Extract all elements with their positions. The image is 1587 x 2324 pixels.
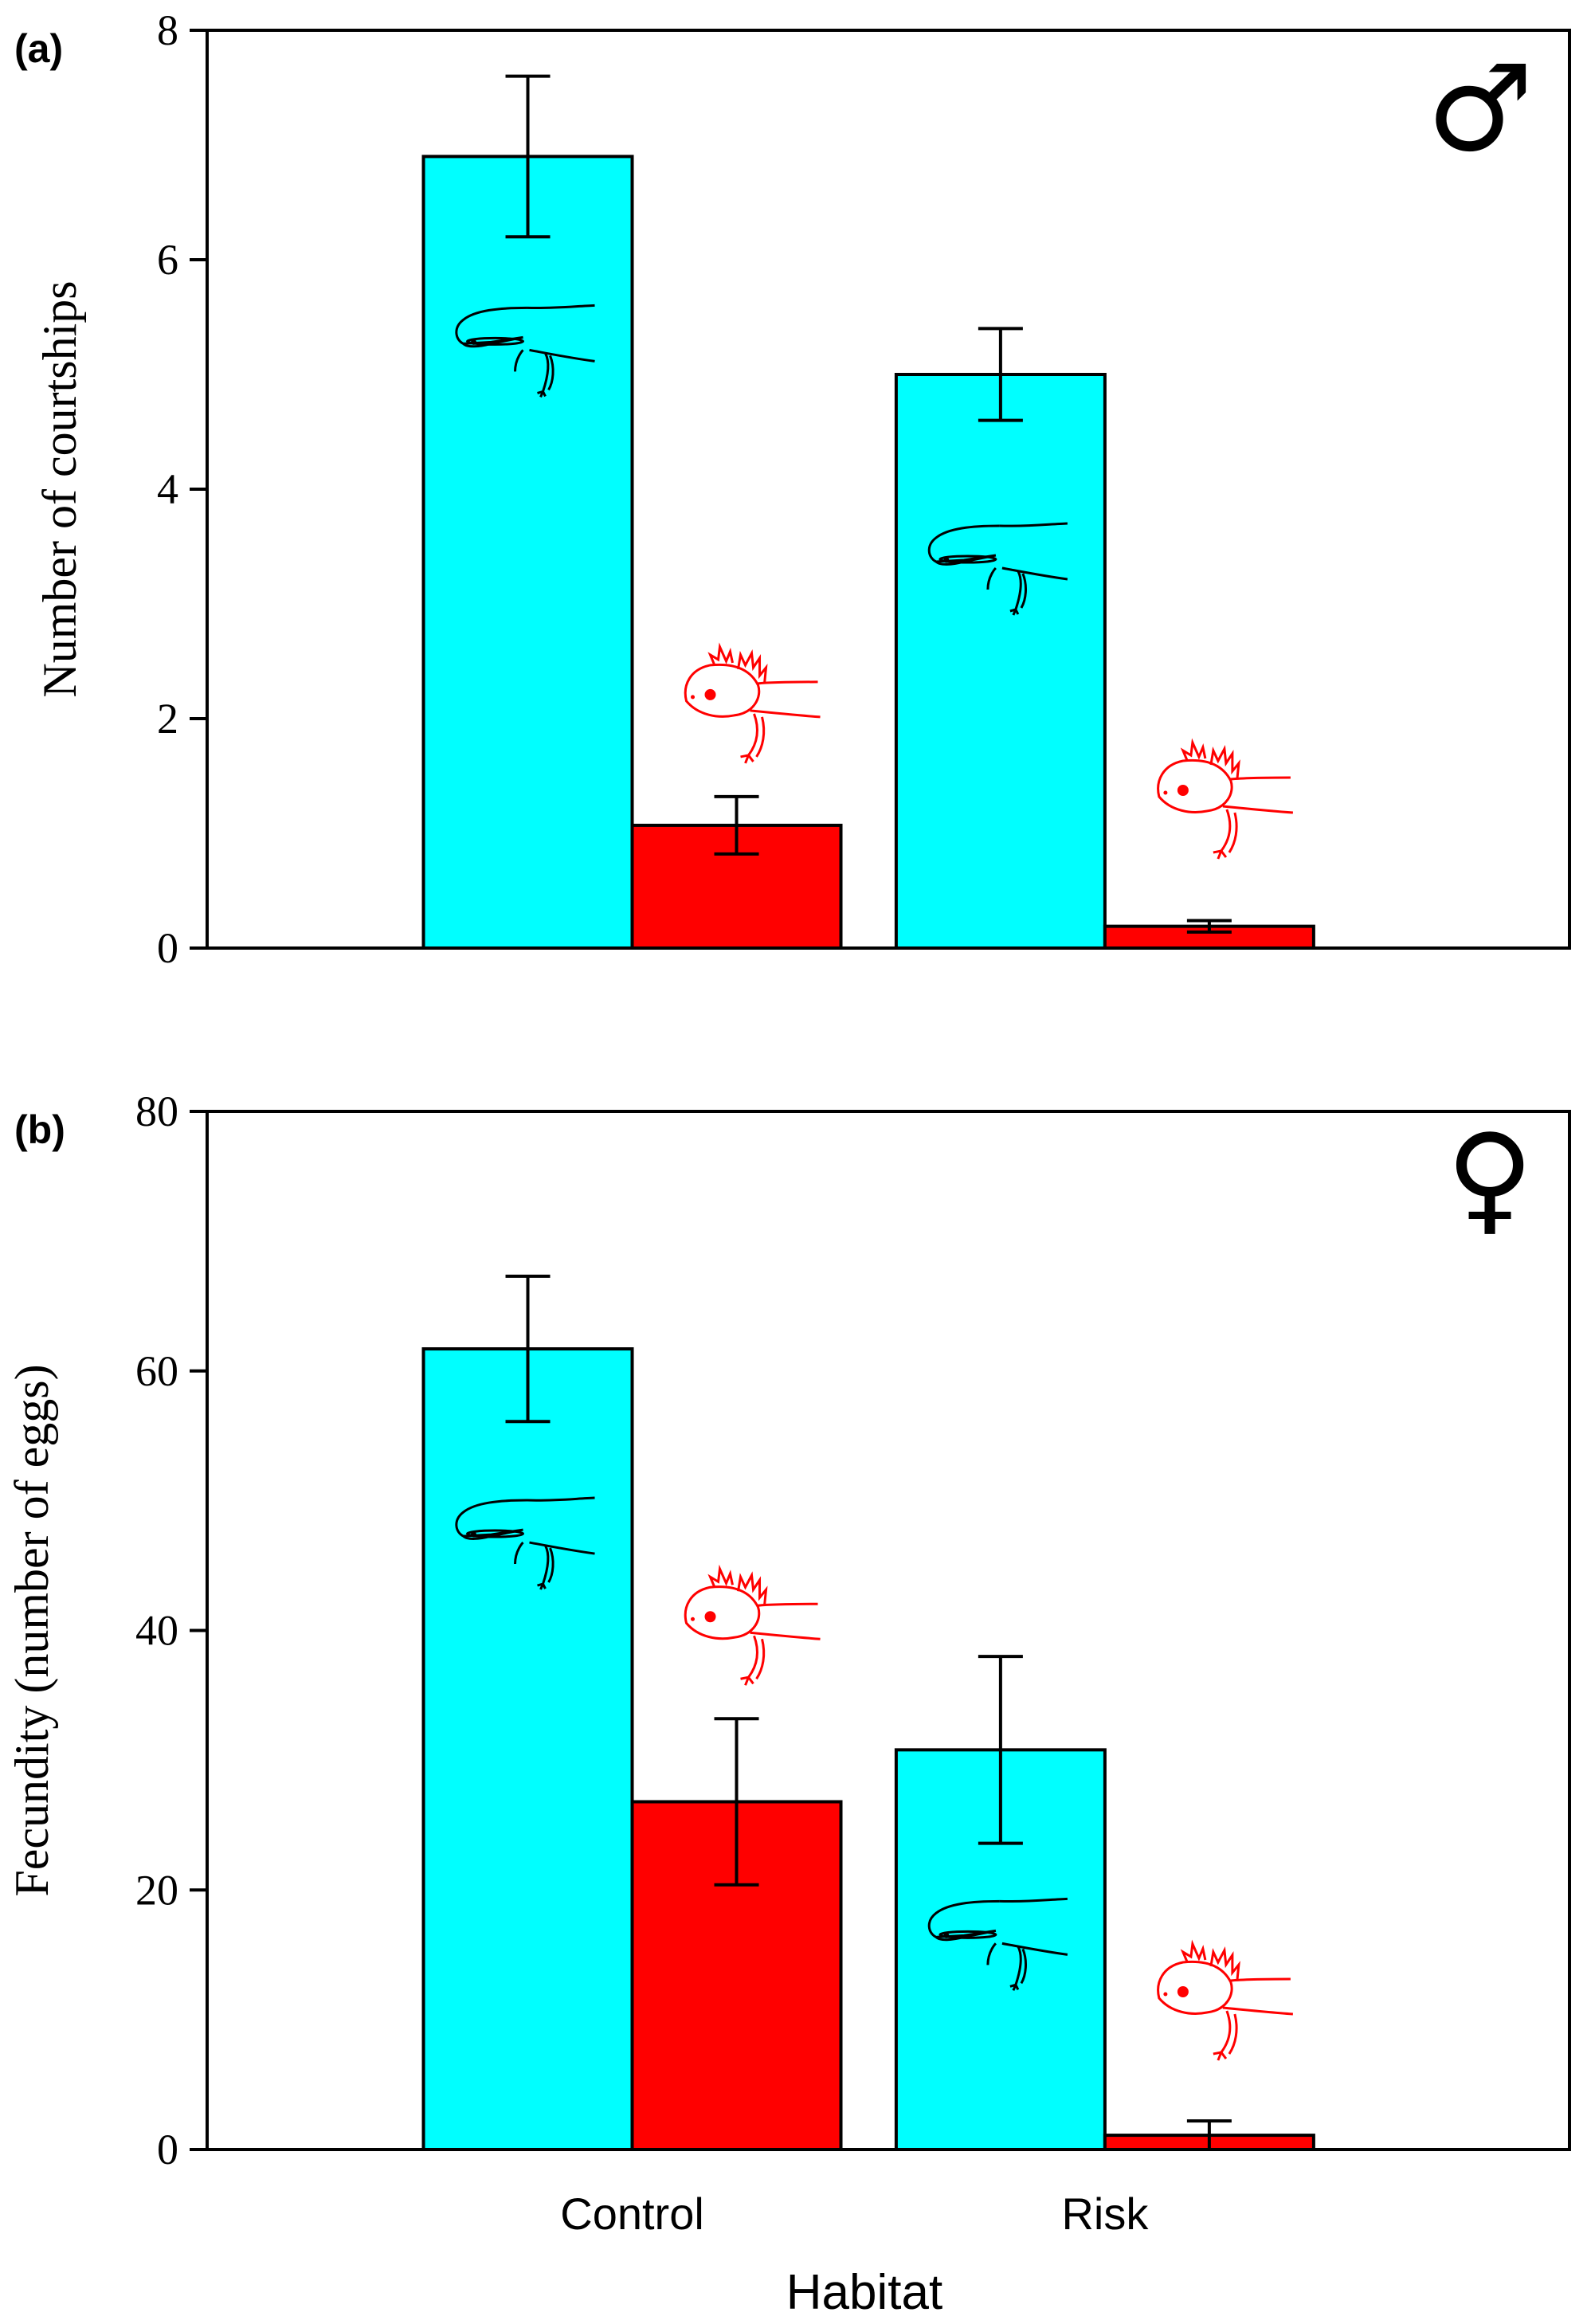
bar	[894, 373, 1107, 950]
bar	[421, 1347, 634, 2151]
axolotl-red-morph-icon	[684, 645, 822, 765]
y-tick-label: 80	[135, 1088, 178, 1135]
chart-panel-a: 0 2 4 6 8 Number of courtships (a) ♂	[14, 6, 1571, 972]
plot-frame	[206, 1110, 1571, 2151]
x-tick-label: Risk	[1061, 2189, 1149, 2239]
female-symbol-icon: ♀	[1446, 1109, 1534, 1248]
axolotl-red-morph-icon	[1157, 1942, 1295, 2062]
y-tick-label: 6	[157, 236, 178, 284]
bar	[421, 155, 634, 950]
x-axis-title: Habitat	[786, 2265, 942, 2320]
y-tick-label: 0	[157, 924, 178, 972]
y-tick-label: 2	[157, 695, 178, 743]
axolotl-red-morph-icon	[1157, 741, 1295, 860]
chart-panel-b: 0 20 40 60 80 Fecundity (number of eggs) (b) ♀ C…	[6, 1088, 1571, 2320]
axolotl-red-morph-icon	[684, 1567, 822, 1687]
y-tick-label: 4	[157, 465, 178, 513]
y-tick-label: 40	[135, 1607, 178, 1655]
y-axis-title: Number of courtships	[33, 280, 86, 697]
y-axis-title: Fecundity (number of eggs)	[6, 1364, 58, 1896]
y-tick-label: 8	[157, 6, 178, 54]
panel-label: (a)	[14, 26, 63, 71]
male-symbol-icon: ♂	[1427, 40, 1534, 178]
y-tick-label: 0	[157, 2126, 178, 2173]
y-tick-label: 60	[135, 1347, 178, 1395]
plot-frame	[206, 29, 1571, 950]
x-tick-label: Control	[560, 2189, 704, 2239]
panel-label: (b)	[14, 1107, 65, 1152]
y-tick-label: 20	[135, 1866, 178, 1914]
